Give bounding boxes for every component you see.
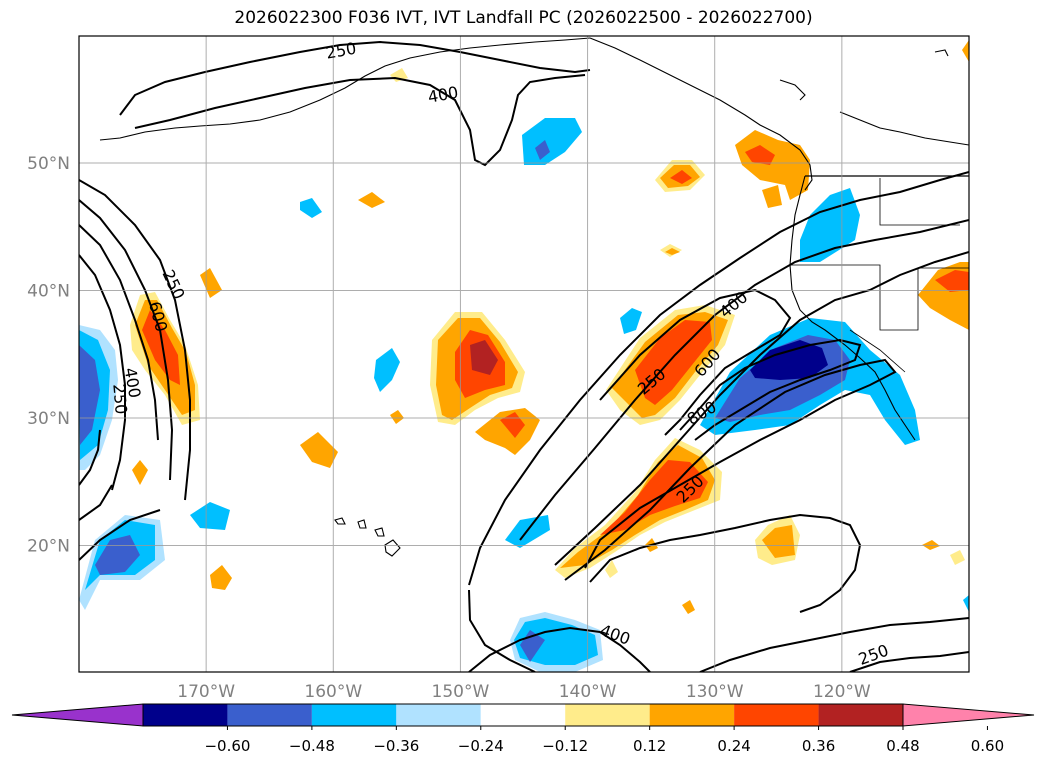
longitude-labels: 170°W 160°W 150°W 140°W 130°W 120°W: [177, 682, 871, 702]
contour-label: 250: [324, 39, 357, 63]
colorbar-segment: [649, 704, 735, 726]
contour-label: 400: [598, 620, 633, 648]
colorbar-segment: [396, 704, 481, 726]
lon-label: 150°W: [432, 682, 490, 702]
colorbar-tick-label: −0.48: [289, 737, 335, 755]
colorbar-segment: [565, 704, 650, 726]
contour-label: 400: [426, 83, 459, 107]
gridlines: [79, 36, 969, 672]
lon-label: 140°W: [559, 682, 617, 702]
lat-label: 40°N: [27, 282, 70, 302]
lon-label: 130°W: [686, 682, 744, 702]
colorbar-tick-label: 0.24: [717, 737, 750, 755]
colorbar-tick-label: −0.12: [542, 737, 588, 755]
ivt-contours: [79, 40, 969, 672]
colorbar-tick-label: 0.36: [802, 737, 835, 755]
coastlines: [99, 37, 969, 557]
colorbar-segment: [227, 704, 312, 726]
colorbar: −0.60 −0.48 −0.36 −0.24 −0.12 0.12 0.24 0.36 0.4…: [11, 703, 1035, 755]
colorbar-segment: [143, 704, 228, 726]
colorbar-segment: [480, 704, 566, 726]
contour-label: 250: [158, 267, 188, 303]
negative-pc-regions: [79, 118, 969, 672]
lon-label: 170°W: [177, 682, 235, 702]
contour-label: 250: [109, 383, 131, 415]
colorbar-extend-high: [902, 703, 1035, 727]
colorbar-outline: [142, 703, 904, 727]
lon-label: 120°W: [813, 682, 871, 702]
lat-label: 50°N: [27, 154, 70, 174]
colorbar-segment: [311, 704, 397, 726]
positive-pc-regions: [130, 40, 969, 614]
map-title: 2026022300 F036 IVT, IVT Landfall PC (20…: [234, 8, 813, 28]
colorbar-tick-label: 0.48: [886, 737, 919, 755]
lat-label: 20°N: [27, 537, 70, 557]
lat-label: 30°N: [27, 409, 70, 429]
colorbar-tick-label: 0.60: [971, 737, 1004, 755]
colorbar-tick-label: −0.36: [373, 737, 419, 755]
colorbar-segment: [734, 704, 819, 726]
colorbar-tick-label: −0.24: [458, 737, 504, 755]
colorbar-segment: [818, 704, 903, 726]
map-frame: [78, 35, 970, 673]
contour-label: 250: [856, 641, 891, 669]
colorbar-tick-label: 0.12: [633, 737, 666, 755]
lon-label: 160°W: [304, 682, 362, 702]
latitude-labels: 50°N 40°N 30°N 20°N: [27, 154, 70, 557]
colorbar-extend-low: [11, 703, 144, 727]
colorbar-tick-label: −0.60: [204, 737, 250, 755]
